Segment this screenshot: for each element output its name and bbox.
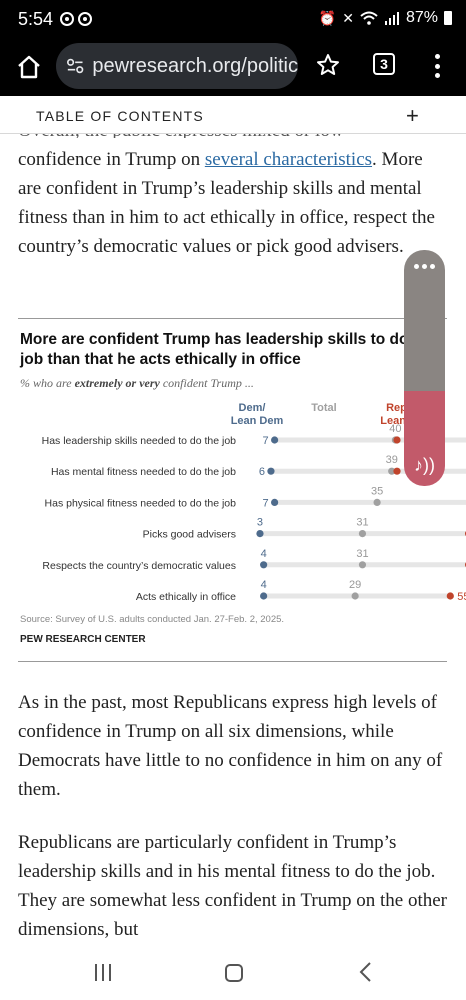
dem-dot: [267, 467, 275, 475]
category-label: Respects the country’s democratic values: [42, 560, 236, 572]
tab-switcher-button[interactable]: 3: [373, 53, 395, 75]
chart-top-divider: [18, 318, 447, 319]
more-dots-icon[interactable]: [414, 264, 435, 269]
legend-rep-line1: Rep/: [386, 402, 410, 414]
dem-value-label: 3: [257, 517, 263, 529]
total-dot: [373, 498, 381, 506]
widget-bottom: ♪)): [404, 391, 445, 486]
total-value-label: 29: [349, 579, 361, 591]
home-icon[interactable]: [16, 54, 42, 80]
total-value-label: 31: [356, 548, 368, 560]
address-bar[interactable]: pewresearch.org/politic: [56, 43, 298, 89]
site-info-icon[interactable]: [66, 57, 84, 75]
mute-icon: ✕: [342, 9, 354, 26]
system-nav-bar: [0, 948, 466, 1000]
listen-audio-icon[interactable]: ♪)): [414, 455, 435, 475]
total-dot: [358, 561, 367, 569]
total-dot: [388, 467, 396, 475]
notification-icons: [60, 12, 92, 26]
total-dot: [351, 592, 359, 600]
category-label: Picks good advisers: [143, 529, 236, 541]
table-of-contents-bar[interactable]: TABLE OF CONTENTS +: [0, 96, 466, 134]
total-value-label: 39: [386, 454, 398, 466]
dem-dot: [271, 436, 279, 444]
notification-icon: [78, 12, 92, 26]
dem-dot: [271, 498, 279, 506]
legend-dem-line2: Lean Dem: [231, 415, 284, 427]
chart-brand: PEW RESEARCH CENTER: [20, 634, 146, 645]
notification-icon: [60, 12, 74, 26]
legend-dem-line1: Dem/: [239, 402, 266, 414]
rep-dot: [446, 592, 454, 600]
dem-value-label: 7: [262, 497, 268, 509]
status-bar: 5:54 ⏰ ✕ 87%: [0, 0, 466, 40]
status-time: 5:54: [18, 9, 54, 29]
dem-value-label: 4: [261, 579, 267, 591]
chart-subtitle: % who are extremely or very confident Tr…: [20, 376, 254, 390]
total-value-label: 35: [371, 485, 383, 497]
dem-value-label: 7: [262, 435, 268, 447]
url-text: pewresearch.org/politic: [92, 54, 298, 77]
chart-title: More are confident Trump has leadership …: [20, 331, 437, 368]
dem-dot: [260, 561, 268, 569]
article-paragraph: confidence in Trump on several character…: [18, 149, 435, 257]
rep-value-label: 55: [457, 591, 466, 603]
listen-widget[interactable]: ♪)): [404, 250, 445, 486]
recent-apps-icon[interactable]: [95, 964, 111, 981]
dem-dot: [256, 530, 264, 538]
back-nav-icon[interactable]: [358, 961, 372, 983]
status-indicators: ⏰ ✕ 87%: [319, 9, 452, 27]
chart-source: Source: Survey of U.S. adults conducted …: [20, 614, 285, 625]
bookmark-star-icon[interactable]: [316, 53, 340, 77]
toc-label: TABLE OF CONTENTS: [36, 108, 204, 124]
toc-expand-icon[interactable]: +: [406, 103, 419, 128]
rep-dot: [393, 467, 401, 475]
wifi-icon: [360, 11, 378, 25]
dem-dot: [260, 592, 268, 600]
category-label: Has leadership skills needed to do the j…: [42, 435, 237, 447]
category-label: Acts ethically in office: [136, 591, 236, 603]
several-characteristics-link[interactable]: several characteristics: [204, 149, 373, 170]
category-label: Has physical fitness needed to do the jo…: [45, 497, 237, 509]
chart-bottom-divider: [18, 661, 447, 662]
total-dot: [358, 530, 367, 538]
category-label: Has mental fitness needed to do the job: [51, 466, 236, 478]
dem-value-label: 6: [259, 466, 265, 478]
home-nav-icon[interactable]: [225, 964, 243, 982]
legend-total: Total: [311, 402, 336, 414]
signal-icon: [384, 12, 399, 25]
total-value-label: 31: [356, 517, 368, 529]
battery-percent: 87%: [405, 9, 438, 26]
article-paragraph: Republicans are particularly confident i…: [18, 832, 448, 940]
widget-top: [404, 250, 445, 391]
browser-toolbar: pewresearch.org/politic 3: [0, 40, 466, 96]
rep-dot: [393, 436, 401, 444]
battery-icon: [444, 11, 452, 25]
dem-value-label: 4: [261, 548, 267, 560]
alarm-icon: ⏰: [318, 9, 337, 26]
overflow-menu-icon[interactable]: [435, 54, 441, 78]
total-value-label: 40: [389, 423, 401, 435]
article-paragraph: As in the past, most Republicans express…: [18, 692, 443, 800]
